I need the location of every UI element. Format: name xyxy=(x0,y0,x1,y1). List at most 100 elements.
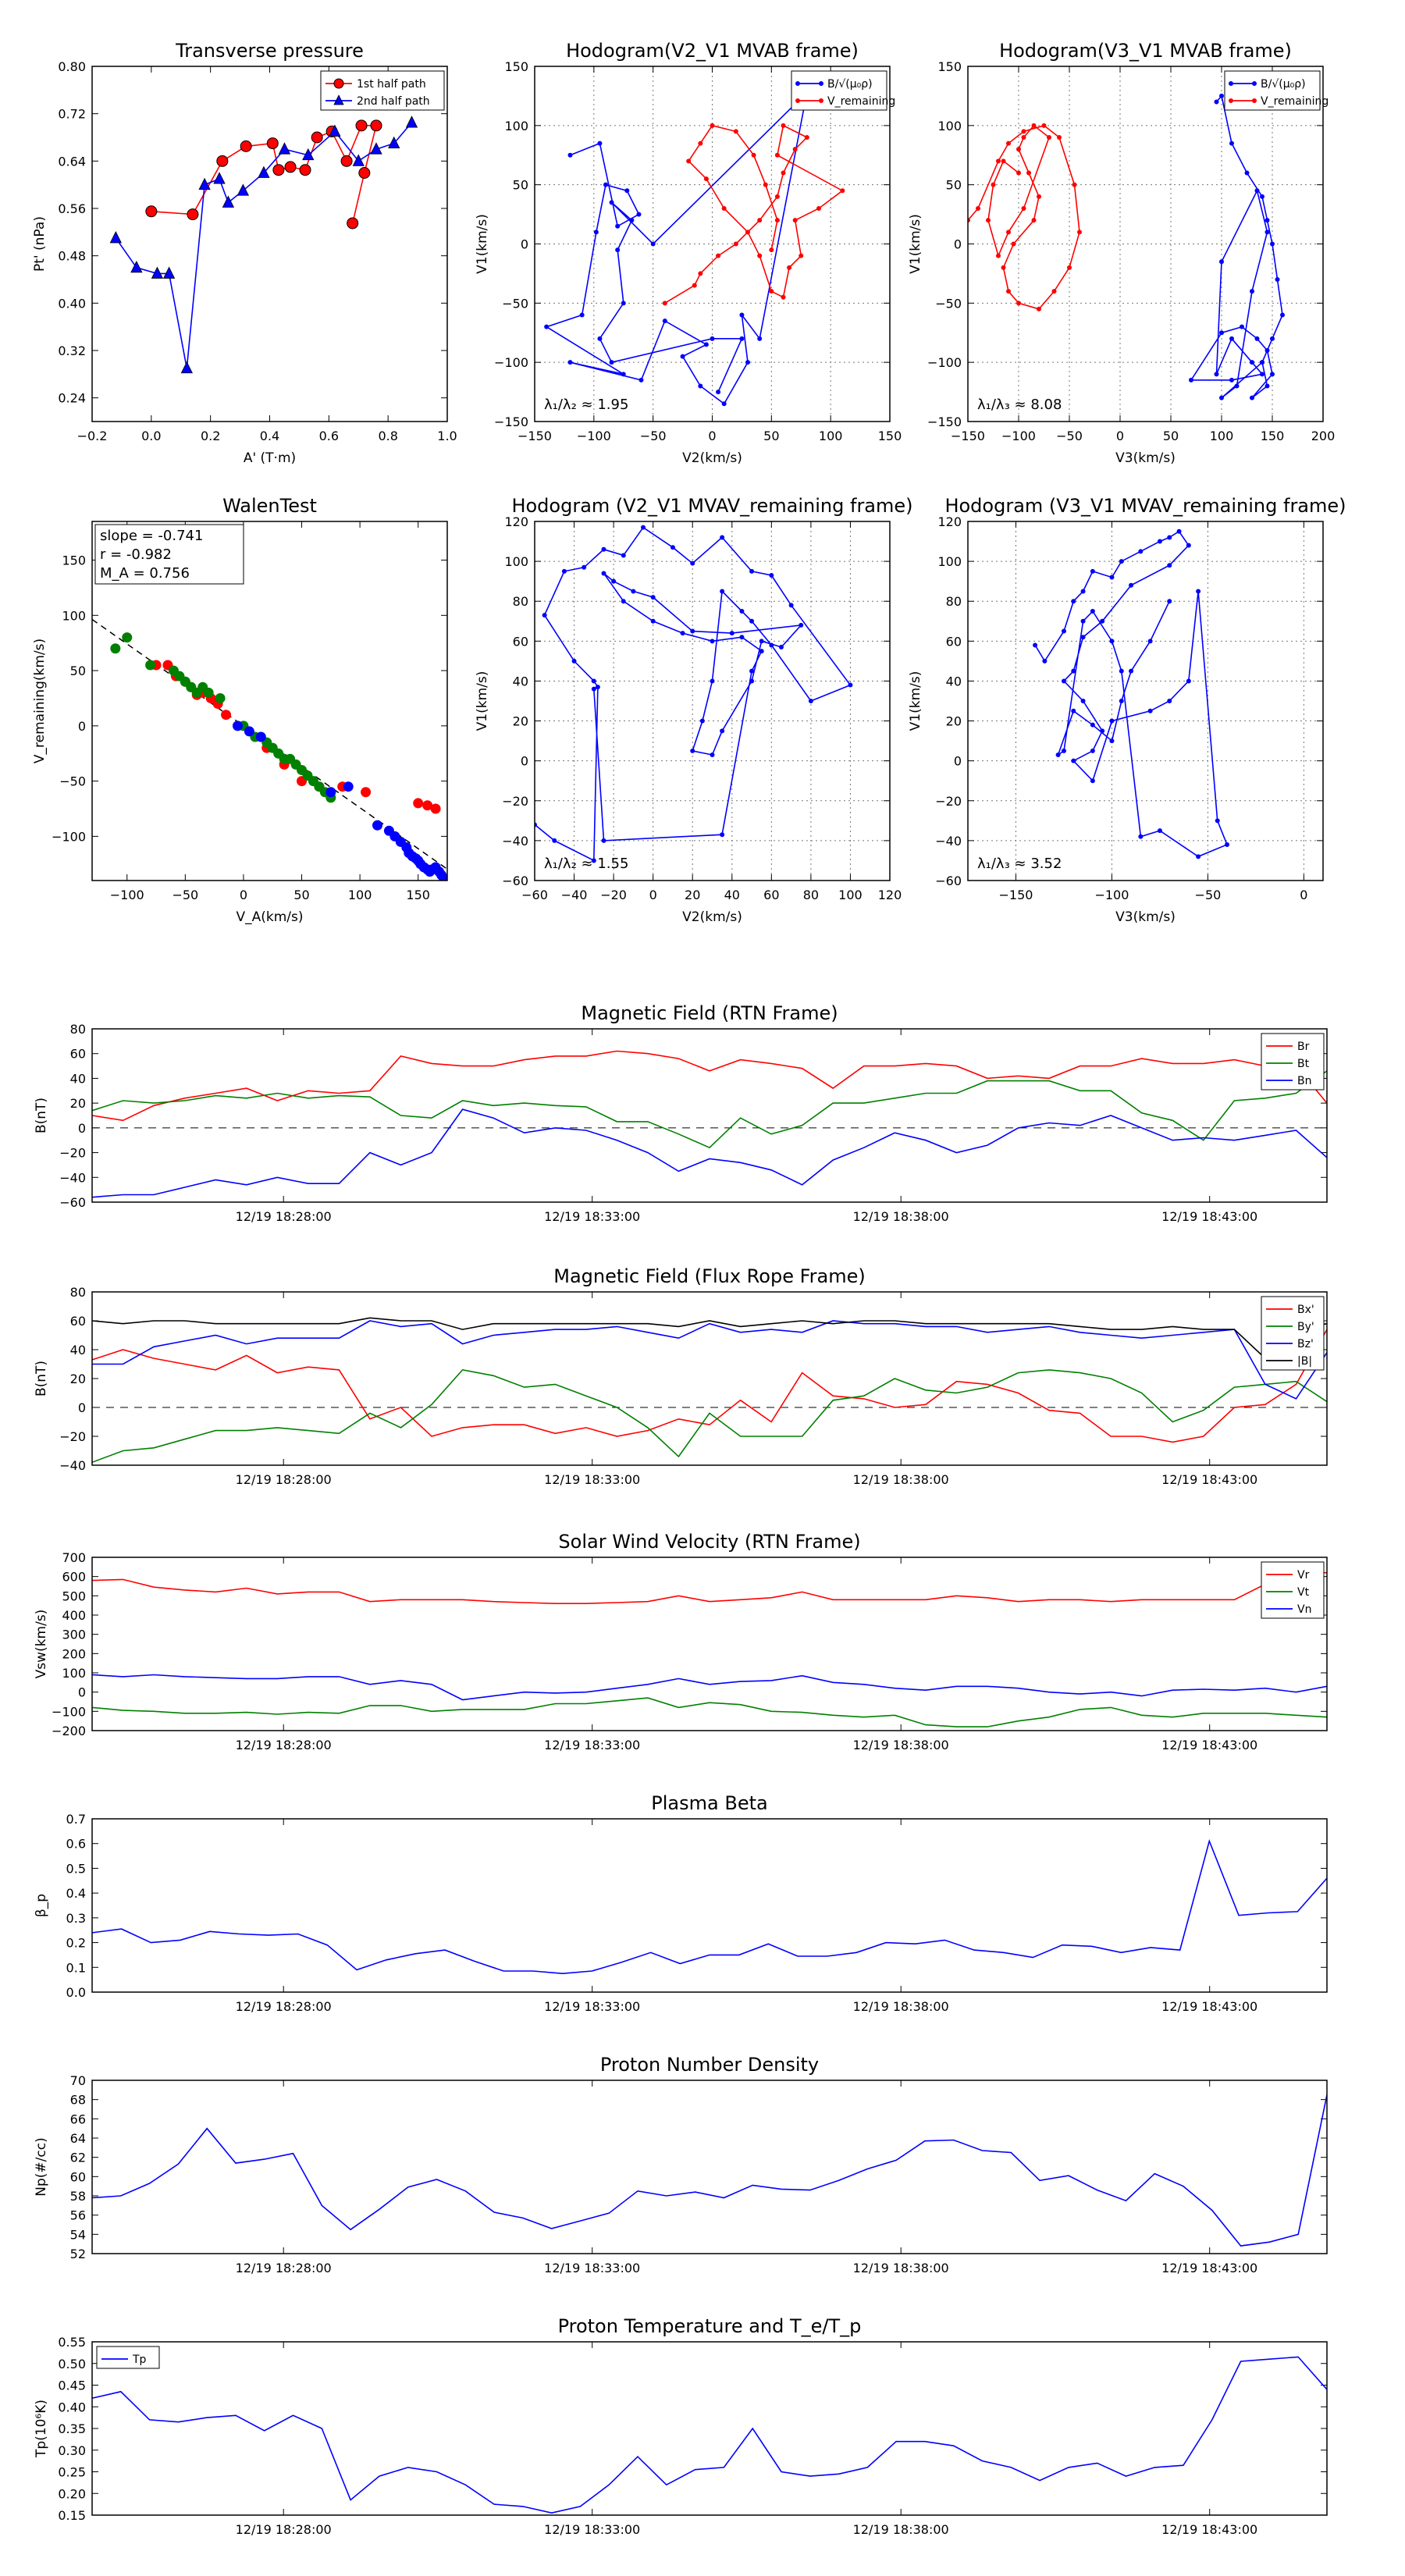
data-point xyxy=(986,218,991,223)
x-tick-label: 100 xyxy=(1210,429,1234,443)
y-axis-label: Pt' (nPa) xyxy=(32,216,48,272)
data-point xyxy=(1225,842,1230,847)
x-tick-label: 12/19 18:33:00 xyxy=(544,2522,640,2537)
data-point xyxy=(739,635,745,640)
x-tick-label: −60 xyxy=(521,888,548,902)
data-point xyxy=(733,129,738,134)
data-point xyxy=(1254,188,1260,194)
plot-area xyxy=(92,1317,1327,1464)
data-point xyxy=(1090,722,1095,728)
y-tick-label: 0.80 xyxy=(58,59,86,74)
data-point xyxy=(1026,170,1031,176)
data-point xyxy=(1229,336,1234,341)
series-line-Bt xyxy=(92,1070,1327,1149)
data-point xyxy=(1219,93,1224,98)
data-point xyxy=(1055,753,1061,757)
legend-label: Vr xyxy=(1297,1569,1310,1582)
y-tick-label: 300 xyxy=(62,1628,86,1642)
data-point xyxy=(774,194,780,199)
data-point xyxy=(650,618,656,624)
data-point xyxy=(221,710,232,720)
axes-frame xyxy=(91,2341,1328,2516)
y-tick-label: 100 xyxy=(937,119,962,133)
data-point xyxy=(1047,135,1051,140)
legend: Bx' By' Bz' |B| xyxy=(1261,1296,1325,1371)
data-point xyxy=(388,136,400,148)
legend-marker xyxy=(819,98,823,103)
data-point xyxy=(1001,158,1006,164)
data-point xyxy=(1061,628,1066,634)
data-point xyxy=(749,668,755,674)
data-point xyxy=(110,643,121,654)
y-tick-label: −60 xyxy=(935,873,962,888)
axes-frame xyxy=(91,521,448,881)
data-point xyxy=(976,206,980,211)
data-point xyxy=(710,123,715,128)
x-tick-label: 50 xyxy=(1163,429,1179,443)
data-point xyxy=(1196,854,1201,859)
legend-label: B/√(μ₀ρ) xyxy=(827,78,873,91)
data-point xyxy=(1100,728,1105,734)
legend-box xyxy=(791,70,887,111)
legend-label: |B| xyxy=(1297,1355,1312,1368)
ratio-annotation: λ₁/λ₃ ≈ 3.52 xyxy=(977,856,1062,872)
x-tick-label: 150 xyxy=(878,429,902,443)
data-point xyxy=(720,589,725,594)
x-tick-label: 12/19 18:38:00 xyxy=(853,2522,949,2537)
data-point xyxy=(1250,395,1254,400)
legend: Vr Vt Vn xyxy=(1261,1561,1325,1619)
series-line-B/√(μ₀ρ) xyxy=(1190,94,1283,399)
series-line-Br xyxy=(92,1050,1327,1122)
y-tick-label: 60 xyxy=(70,1047,86,1062)
y-tick-label: 54 xyxy=(70,2227,86,2242)
y-tick-label: 0 xyxy=(954,754,962,769)
y-tick-label: 200 xyxy=(62,1646,86,1661)
data-point xyxy=(1157,828,1162,834)
y-tick-label: −60 xyxy=(59,1195,86,1210)
data-point xyxy=(816,206,821,211)
x-tick-label: 12/19 18:28:00 xyxy=(236,2522,332,2537)
y-tick-label: 50 xyxy=(70,664,86,678)
data-point xyxy=(1196,589,1201,594)
y-tick-label: −100 xyxy=(52,829,86,844)
data-point xyxy=(1016,147,1021,152)
chart-beta: Plasma Beta 12/19 18:28:00 12/19 18:33:00 1… xyxy=(34,1792,1328,2014)
y-axis-label: B(nT) xyxy=(34,1098,49,1133)
y-tick-label: 80 xyxy=(70,1285,86,1300)
y-tick-label: 80 xyxy=(70,1022,86,1037)
y-tick-label: 0 xyxy=(954,237,962,252)
y-tick-label: −50 xyxy=(59,774,86,789)
data-point xyxy=(799,622,804,628)
data-point xyxy=(439,873,447,881)
data-point xyxy=(352,154,365,166)
chart-title: WalenTest xyxy=(222,495,317,517)
y-tick-label: 40 xyxy=(70,1343,86,1357)
x-axis-label: V_A(km/s) xyxy=(236,909,303,925)
legend-marker xyxy=(1252,81,1257,86)
data-point xyxy=(996,253,1001,258)
x-tick-label: −150 xyxy=(999,888,1033,902)
chart-title: Hodogram (V3_V1 MVAV_remaining frame) xyxy=(944,495,1346,517)
data-point xyxy=(1229,377,1234,382)
y-tick-label: 0 xyxy=(78,1121,86,1136)
y-axis-label: V1(km/s) xyxy=(475,671,490,731)
plot-area xyxy=(1033,528,1230,859)
y-axis-label: V1(km/s) xyxy=(475,214,490,274)
data-point xyxy=(745,229,750,235)
data-point xyxy=(721,401,727,407)
legend-label: V_remaining xyxy=(1261,95,1329,108)
x-tick-label: 12/19 18:38:00 xyxy=(853,1999,949,2014)
data-point xyxy=(739,312,745,318)
x-tick-label: 0.8 xyxy=(378,429,397,443)
axes-frame xyxy=(534,66,891,422)
data-point xyxy=(370,142,382,155)
data-point xyxy=(213,172,226,184)
chart-mag_flux: Magnetic Field (Flux Rope Frame) 12/19 18… xyxy=(34,1265,1328,1487)
y-tick-label: 70 xyxy=(70,2073,86,2088)
x-tick-label: 100 xyxy=(348,888,372,902)
data-point xyxy=(769,289,774,294)
x-tick-label: 120 xyxy=(878,888,902,902)
y-tick-label: 0.6 xyxy=(66,1837,86,1852)
data-point xyxy=(662,301,667,306)
series-line-Bn xyxy=(92,1108,1327,1198)
